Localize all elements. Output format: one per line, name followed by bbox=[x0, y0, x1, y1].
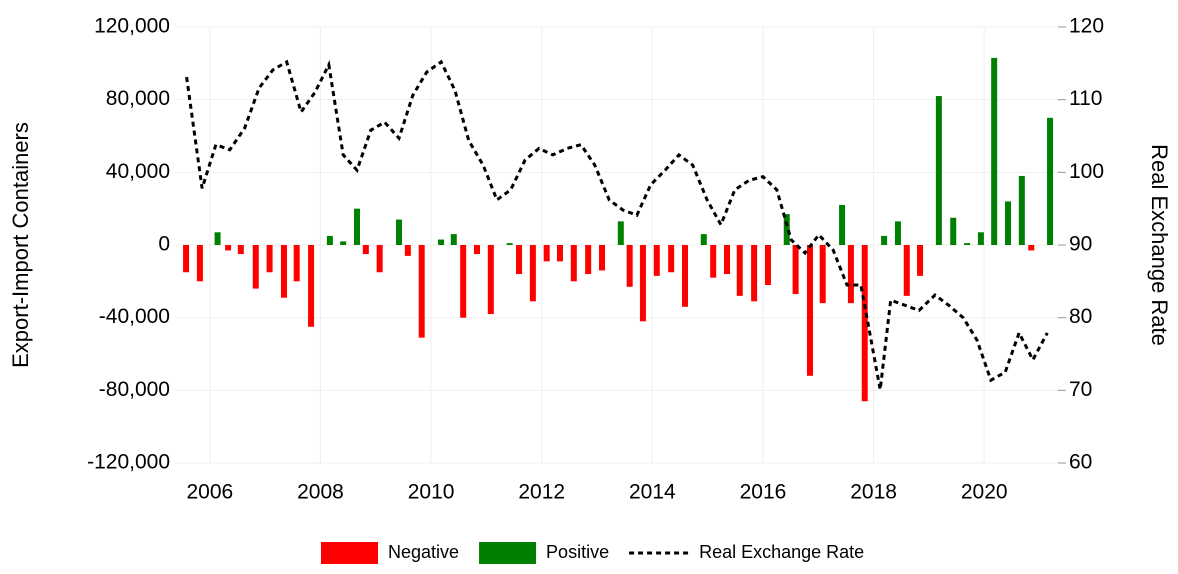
y2-tick-label: 110 bbox=[1069, 87, 1102, 110]
bar bbox=[543, 245, 550, 262]
bar bbox=[506, 243, 513, 245]
y2-tick-label: 120 bbox=[1069, 15, 1104, 38]
bar bbox=[396, 219, 403, 245]
y2-tick-label: 90 bbox=[1069, 233, 1092, 256]
x-tick-label: 2008 bbox=[297, 481, 344, 504]
bar bbox=[950, 217, 957, 245]
y2-tick-label: 80 bbox=[1069, 305, 1092, 328]
bar bbox=[225, 245, 232, 251]
bar bbox=[639, 245, 646, 322]
bar bbox=[839, 205, 846, 245]
bar bbox=[487, 245, 494, 315]
bar bbox=[460, 245, 467, 318]
y-tick-label: -80,000 bbox=[99, 378, 170, 401]
bar bbox=[1005, 201, 1012, 245]
bar bbox=[196, 245, 203, 282]
bar bbox=[362, 245, 369, 255]
bar bbox=[903, 245, 910, 296]
bar bbox=[599, 245, 606, 271]
y2-tick-label: 100 bbox=[1069, 160, 1104, 183]
bar bbox=[252, 245, 259, 289]
bar bbox=[280, 245, 287, 298]
bar bbox=[710, 245, 717, 278]
bar bbox=[819, 245, 826, 304]
y-tick-label: -120,000 bbox=[87, 451, 170, 474]
bar bbox=[917, 245, 924, 276]
bar bbox=[450, 234, 457, 245]
legend-label: Negative bbox=[388, 542, 459, 562]
y2-tick-label: 70 bbox=[1069, 378, 1092, 401]
bar bbox=[404, 245, 411, 256]
bar bbox=[792, 245, 799, 295]
bar bbox=[438, 239, 445, 245]
y-tick-label: 0 bbox=[158, 233, 170, 256]
bar bbox=[847, 245, 854, 304]
bar bbox=[783, 214, 790, 245]
y-axis-title: Export-Import Containers bbox=[8, 122, 33, 368]
bar bbox=[237, 245, 244, 255]
bar bbox=[964, 243, 971, 245]
y2-tick-label: 60 bbox=[1069, 451, 1092, 474]
legend-swatch bbox=[479, 542, 537, 564]
line bbox=[185, 59, 1049, 390]
bar bbox=[991, 57, 998, 246]
bar bbox=[700, 234, 707, 245]
bar bbox=[293, 245, 300, 282]
x-tick-label: 2016 bbox=[740, 481, 787, 504]
bar bbox=[1018, 175, 1025, 245]
legend-label: Real Exchange Rate bbox=[699, 542, 864, 562]
x-tick-label: 2014 bbox=[629, 481, 676, 504]
bar bbox=[736, 245, 743, 296]
x-tick-label: 2006 bbox=[186, 481, 233, 504]
bar bbox=[861, 245, 868, 402]
bar bbox=[183, 245, 190, 273]
x-tick-label: 2018 bbox=[850, 481, 897, 504]
bar bbox=[353, 208, 360, 245]
y-tick-label: 80,000 bbox=[106, 87, 170, 110]
bar bbox=[556, 245, 563, 262]
bar bbox=[308, 245, 315, 327]
bar bbox=[806, 245, 813, 376]
bar bbox=[326, 235, 333, 245]
bar bbox=[1047, 117, 1054, 245]
bar bbox=[681, 245, 688, 307]
bar bbox=[529, 245, 536, 302]
bar bbox=[977, 232, 984, 245]
bar bbox=[653, 245, 660, 276]
x-tick-label: 2010 bbox=[408, 481, 455, 504]
x-tick-label: 2020 bbox=[961, 481, 1008, 504]
bar bbox=[668, 245, 675, 273]
y2-axis-title: Real Exchange Rate bbox=[1147, 144, 1172, 346]
bar bbox=[626, 245, 633, 287]
bar bbox=[724, 245, 731, 275]
bar bbox=[418, 245, 425, 338]
bar bbox=[585, 245, 592, 275]
bar bbox=[516, 245, 523, 275]
y-tick-label: 120,000 bbox=[94, 15, 170, 38]
bar bbox=[881, 235, 888, 245]
bar bbox=[617, 221, 624, 245]
x-tick-label: 2012 bbox=[518, 481, 565, 504]
legend-swatch bbox=[321, 542, 378, 564]
bar bbox=[266, 245, 273, 273]
y-tick-label: 40,000 bbox=[106, 160, 170, 183]
bar bbox=[570, 245, 577, 282]
bar bbox=[214, 232, 221, 245]
bar bbox=[1028, 245, 1035, 251]
bar bbox=[894, 221, 901, 245]
bar bbox=[935, 96, 942, 246]
y-tick-label: -40,000 bbox=[99, 305, 170, 328]
bar bbox=[340, 241, 347, 245]
bar bbox=[474, 245, 481, 255]
bar bbox=[764, 245, 771, 285]
bar bbox=[376, 245, 383, 273]
bar bbox=[751, 245, 758, 302]
legend-label: Positive bbox=[546, 542, 609, 562]
